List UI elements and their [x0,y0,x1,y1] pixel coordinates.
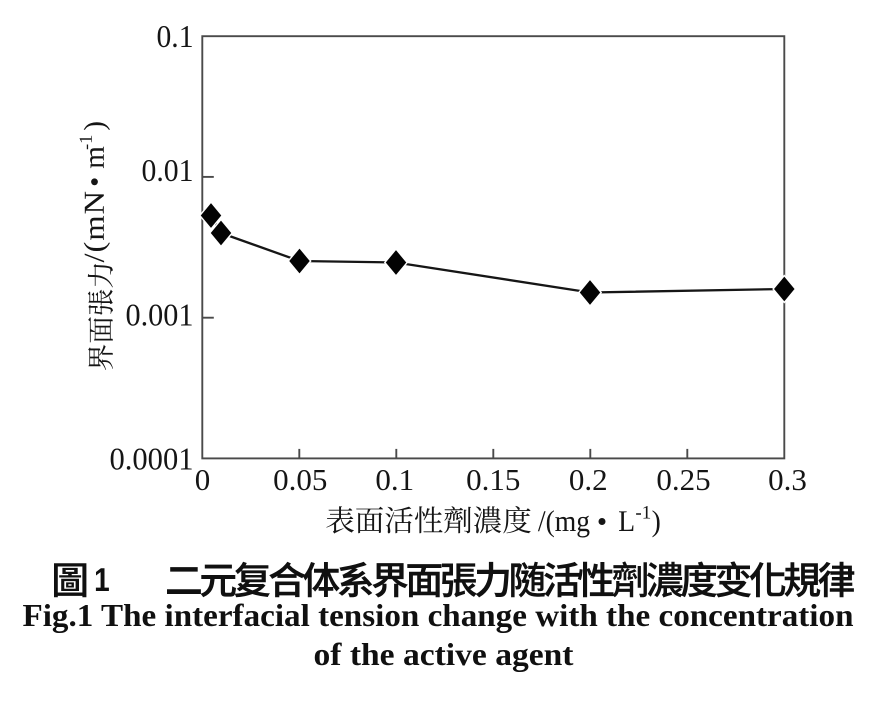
svg-text:of the active agent: of the active agent [314,637,575,672]
svg-text:0.15: 0.15 [466,462,520,497]
svg-text:0.1: 0.1 [157,18,194,54]
svg-text:0.05: 0.05 [273,462,327,497]
svg-text:0: 0 [195,462,211,497]
svg-text:0.3: 0.3 [768,462,807,497]
svg-text:0.25: 0.25 [656,462,710,497]
svg-text:0.0001: 0.0001 [110,440,194,476]
svg-text:Fig.1 The interfacial tension: Fig.1 The interfacial tension change wit… [23,598,854,633]
svg-text:0.001: 0.001 [126,297,194,333]
svg-text:0.01: 0.01 [142,152,194,188]
svg-text:0.2: 0.2 [569,462,608,497]
svg-text:0.1: 0.1 [375,462,414,497]
